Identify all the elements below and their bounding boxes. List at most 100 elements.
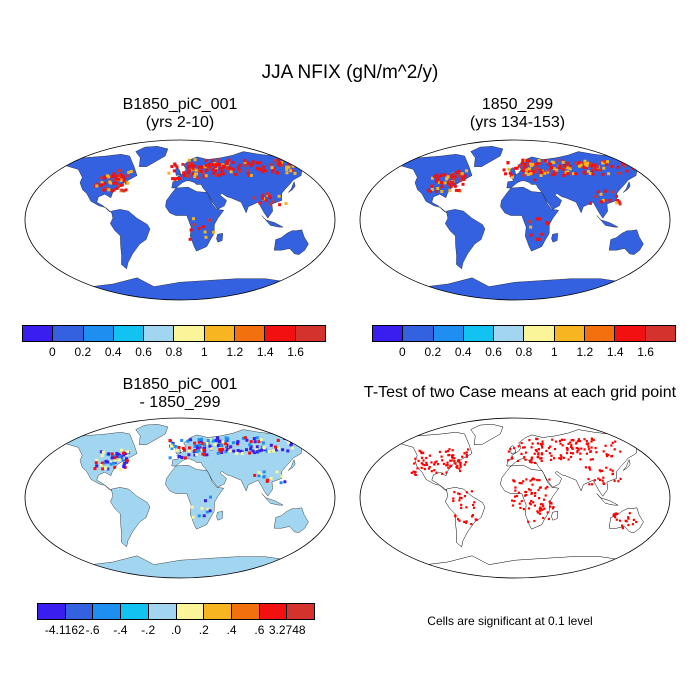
significance-note: Cells are significant at 0.1 level — [427, 614, 593, 628]
grid-cell — [251, 160, 255, 164]
grid-cell — [589, 458, 592, 461]
grid-cell — [593, 479, 596, 482]
colorbar-swatch — [204, 326, 236, 341]
grid-cell — [420, 456, 424, 459]
grid-cell — [539, 457, 542, 460]
land-northAmerica — [59, 154, 138, 214]
grid-cell — [445, 177, 449, 181]
grid-cell — [550, 166, 553, 169]
grid-cell — [168, 456, 172, 460]
land-greenland — [470, 146, 504, 167]
grid-cell — [221, 440, 225, 444]
colorbar-boxes — [372, 325, 676, 342]
colorbar-swatch — [235, 326, 266, 341]
grid-cell — [255, 167, 259, 170]
colorbar-tick-label: -.4 — [113, 623, 128, 637]
grid-cell — [585, 439, 588, 443]
grid-cell — [255, 445, 259, 449]
grid-cell — [449, 465, 452, 468]
grid-cell — [188, 161, 192, 165]
grid-cell — [219, 167, 223, 171]
panel-4-title-line1: T-Test of two Case means at each grid po… — [363, 384, 677, 401]
grid-cell — [614, 512, 617, 515]
grid-cell — [119, 178, 123, 182]
grid-cell — [418, 449, 421, 452]
grid-cell — [117, 173, 121, 177]
grid-cell — [589, 164, 593, 168]
grid-cell — [553, 457, 556, 460]
grid-cell — [257, 474, 261, 478]
grid-cell — [472, 503, 475, 507]
grid-cell — [591, 172, 595, 176]
grid-cell — [107, 175, 111, 179]
grid-cell — [577, 448, 580, 451]
grid-cell — [537, 511, 540, 514]
grid-cell — [430, 187, 434, 191]
grid-cell — [197, 438, 201, 442]
grid-cell — [502, 168, 506, 172]
grid-cell — [601, 479, 604, 482]
land-australia — [273, 507, 309, 533]
grid-cell — [262, 445, 266, 449]
grid-cell — [213, 443, 217, 447]
grid-cell — [445, 471, 448, 474]
grid-cell — [446, 175, 450, 179]
grid-cell — [249, 440, 253, 444]
grid-cell — [95, 184, 99, 188]
grid-cell — [201, 225, 205, 229]
grid-cell — [101, 467, 105, 471]
grid-cell — [293, 171, 297, 175]
grid-cell — [538, 512, 541, 515]
grid-cell — [220, 447, 224, 451]
colorbar-swatch — [113, 326, 145, 341]
grid-cell — [608, 198, 612, 202]
grid-cell — [417, 459, 420, 462]
grid-cell — [535, 450, 538, 453]
grid-cell — [514, 489, 517, 492]
colorbar-swatch — [645, 326, 675, 341]
grid-cell — [504, 172, 507, 176]
grid-cell — [240, 452, 244, 455]
grid-cell — [572, 438, 575, 442]
grid-cell — [249, 173, 253, 177]
grid-cell — [271, 200, 275, 204]
grid-cell — [545, 221, 549, 224]
grid-cell — [243, 160, 247, 164]
grid-cell — [430, 184, 434, 188]
grid-cell — [511, 504, 515, 507]
grid-cell — [443, 181, 447, 185]
grid-cell — [251, 162, 255, 166]
colorbar-tick-label: 0.4 — [104, 345, 122, 359]
grid-cell — [524, 458, 527, 461]
grid-cell — [287, 441, 291, 445]
grid-cell — [191, 167, 195, 171]
grid-cell — [209, 495, 212, 499]
grid-cell — [533, 452, 536, 455]
grid-cell — [522, 480, 525, 483]
grid-cell — [122, 179, 126, 183]
grid-cell — [459, 469, 462, 473]
grid-cell — [438, 450, 442, 453]
grid-cell — [525, 159, 529, 163]
grid-cell — [444, 450, 447, 453]
grid-cell — [461, 182, 465, 186]
grid-cell — [218, 450, 222, 454]
grid-cell — [453, 491, 456, 494]
colorbar-swatch — [287, 604, 315, 619]
grid-cell — [112, 172, 116, 176]
grid-cell — [547, 447, 551, 450]
colorbar-swatch — [38, 604, 66, 619]
grid-cell — [289, 442, 293, 445]
grid-cell — [277, 158, 280, 162]
grid-cell — [433, 469, 436, 472]
grid-cell — [453, 457, 456, 460]
grid-cell — [566, 172, 570, 176]
grid-cell — [465, 506, 468, 509]
grid-cell — [187, 449, 191, 453]
grid-cell — [519, 506, 522, 509]
grid-cell — [447, 450, 450, 453]
grid-cell — [523, 494, 526, 497]
grid-cell — [598, 168, 602, 172]
grid-cell — [513, 499, 516, 503]
grid-cell — [618, 171, 622, 175]
